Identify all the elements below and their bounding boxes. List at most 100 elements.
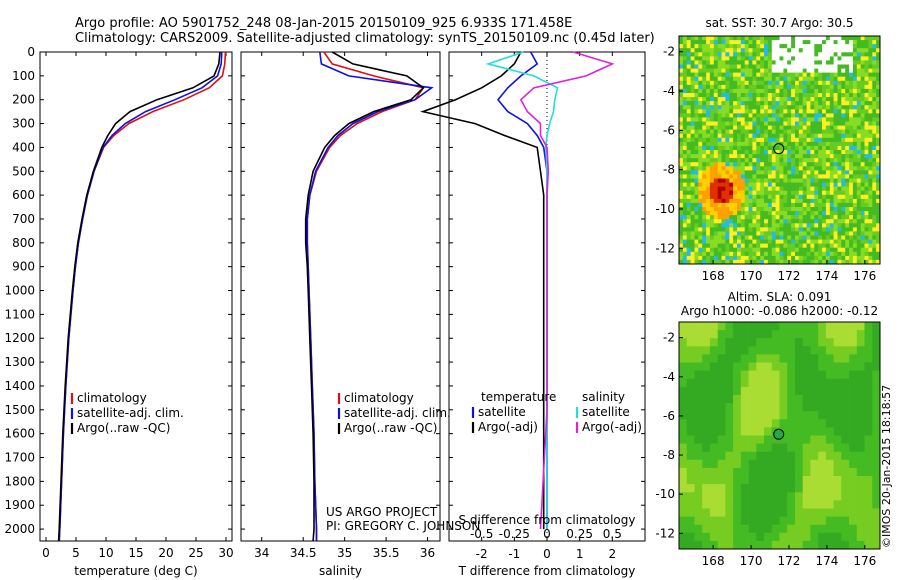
map-cell xyxy=(833,211,838,216)
map-cell xyxy=(829,182,835,188)
map-cell xyxy=(717,500,726,509)
map-cell xyxy=(783,68,788,74)
map-cell xyxy=(845,251,850,257)
map-cell xyxy=(829,113,835,118)
map-cell xyxy=(829,40,835,45)
map-cell xyxy=(872,386,881,396)
map-cell xyxy=(783,154,788,159)
map-cell xyxy=(818,72,823,78)
map-cell xyxy=(756,44,761,49)
map-cell xyxy=(698,52,703,57)
map-cell xyxy=(679,72,684,78)
map-cell xyxy=(702,362,711,371)
map-cell xyxy=(740,68,746,74)
map-cell xyxy=(733,137,738,143)
map-cell xyxy=(756,117,761,122)
map-cell xyxy=(856,370,865,380)
map-cell xyxy=(690,145,695,151)
map-cell xyxy=(872,443,881,453)
map-cell xyxy=(752,154,757,159)
map-cell xyxy=(752,93,757,98)
map-cell xyxy=(748,72,753,78)
map-cell xyxy=(868,93,873,98)
map-cell xyxy=(733,182,738,188)
map-cell xyxy=(864,330,873,339)
map-cell xyxy=(717,182,722,188)
map-cell xyxy=(779,52,784,57)
map-cell xyxy=(852,239,858,245)
map-cell xyxy=(706,141,711,147)
map-cell xyxy=(841,182,846,188)
map-cell xyxy=(849,443,858,453)
map-cell xyxy=(725,427,734,436)
map-cell xyxy=(856,443,865,453)
map-cell xyxy=(841,484,850,493)
map-cell xyxy=(713,154,719,159)
map-cell xyxy=(733,97,738,102)
map-cell xyxy=(876,72,881,78)
map-cell xyxy=(682,227,688,232)
map-cell xyxy=(767,227,773,232)
map-cell xyxy=(864,93,869,98)
map-cell xyxy=(740,174,746,179)
map-cell xyxy=(833,540,842,550)
map-cell xyxy=(825,516,834,526)
map-cell xyxy=(752,243,757,249)
map-cell xyxy=(810,427,819,436)
map-cell xyxy=(822,150,827,155)
map-cell xyxy=(756,186,761,192)
map-cell xyxy=(729,52,734,57)
map-cell xyxy=(802,207,807,212)
map-cell xyxy=(717,76,722,82)
map-cell xyxy=(849,427,858,436)
map-cell xyxy=(764,395,773,404)
map-cell xyxy=(860,88,865,94)
map-cell xyxy=(810,476,819,485)
map-cell xyxy=(709,346,718,355)
legend-label-diff-1: Argo(-adj) xyxy=(478,420,538,434)
map-cell xyxy=(771,411,780,420)
map-cell xyxy=(802,60,807,65)
map-cell xyxy=(849,532,858,542)
map-cell xyxy=(798,223,804,228)
map-cell xyxy=(833,362,842,371)
map-cell xyxy=(876,190,881,196)
map-cell xyxy=(760,162,765,167)
map-cell xyxy=(702,121,707,126)
map-cell xyxy=(818,117,823,122)
map-cell xyxy=(709,508,718,517)
map-cell xyxy=(795,162,800,167)
map-cell xyxy=(783,243,788,249)
map-cell xyxy=(779,76,784,82)
map-cell xyxy=(822,117,827,122)
map-cell xyxy=(694,259,699,265)
map-cell xyxy=(860,80,865,86)
map-cell xyxy=(748,56,753,61)
legend-label-temperature-2: Argo(..raw -QC) xyxy=(77,421,170,435)
map-cell xyxy=(771,121,777,126)
map-cell xyxy=(868,88,873,94)
map-cell xyxy=(795,476,804,485)
map-cell xyxy=(829,88,835,94)
map-cell xyxy=(756,137,761,143)
map-cell xyxy=(686,125,691,131)
map-cell xyxy=(841,219,846,224)
map-cell xyxy=(740,133,746,139)
map-cell xyxy=(802,419,811,428)
map-cell xyxy=(764,239,769,245)
map-cell xyxy=(818,109,823,114)
map-cell xyxy=(721,202,726,208)
map-cell xyxy=(791,150,796,155)
map-cell xyxy=(841,346,850,355)
map-cell xyxy=(694,68,699,74)
map-cell xyxy=(872,190,877,196)
map-cell xyxy=(702,484,711,493)
map-cell xyxy=(740,223,746,228)
map-cell xyxy=(795,88,800,94)
map-cell xyxy=(733,166,738,171)
map-cell xyxy=(740,451,749,461)
map-cell xyxy=(849,80,854,86)
map-cell xyxy=(721,97,726,102)
map-cell xyxy=(717,247,722,253)
map-cell xyxy=(829,125,835,131)
